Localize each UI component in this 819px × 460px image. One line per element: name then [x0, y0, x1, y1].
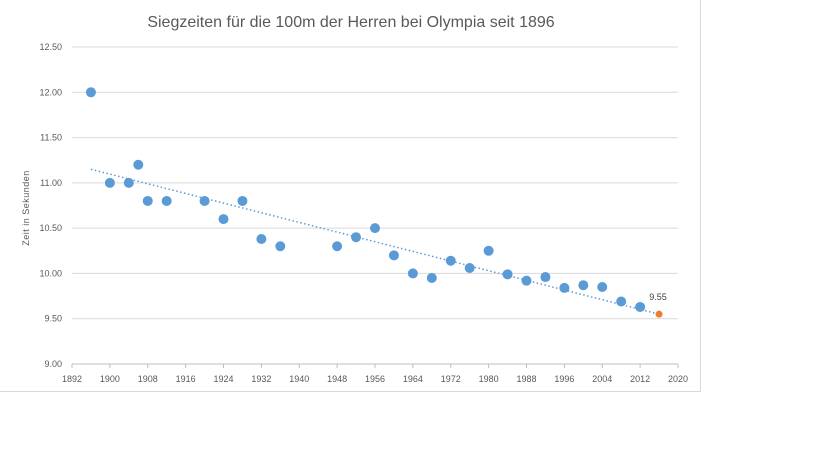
x-tick-label: 2020 — [668, 374, 688, 384]
x-tick-label: 1964 — [403, 374, 423, 384]
data-point — [332, 241, 343, 252]
data-point — [597, 282, 608, 293]
x-tick-label: 1892 — [62, 374, 82, 384]
x-tick-label: 2012 — [630, 374, 650, 384]
y-tick-label: 10.50 — [39, 223, 62, 233]
x-tick-label: 1948 — [327, 374, 347, 384]
chart-title: Siegzeiten für die 100m der Herren bei O… — [147, 14, 554, 31]
y-tick-label: 9.00 — [44, 359, 62, 369]
data-point — [161, 195, 172, 206]
x-tick-label: 1956 — [365, 374, 385, 384]
data-point — [85, 87, 96, 98]
data-points: 9.55 — [85, 87, 667, 318]
data-point — [635, 301, 646, 312]
x-tick-label: 2004 — [592, 374, 612, 384]
data-point — [237, 195, 248, 206]
data-point — [123, 177, 134, 188]
y-tick-label: 11.50 — [40, 133, 62, 143]
data-point — [445, 255, 456, 266]
trendline-layer — [90, 168, 660, 315]
data-point — [426, 272, 437, 283]
x-tick-label: 1988 — [516, 374, 536, 384]
y-tick-label: 10.00 — [39, 268, 62, 278]
x-tick-label: 1996 — [554, 374, 574, 384]
x-tick-label: 1940 — [289, 374, 309, 384]
data-point — [559, 282, 570, 293]
data-point — [218, 214, 229, 225]
data-point — [578, 280, 589, 291]
x-tick-label: 1972 — [441, 374, 461, 384]
scatter-chart: Siegzeiten für die 100m der Herren bei O… — [21, 14, 688, 384]
y-tick-label: 11.00 — [40, 178, 62, 188]
y-tick-label: 12.00 — [39, 87, 62, 97]
x-axis-ticks: 1892 1900 1908 1916 1924 1932 1940 1948 1956 1964… — [62, 364, 688, 384]
x-tick-label: 1932 — [251, 374, 271, 384]
y-tick-label: 9.50 — [44, 314, 62, 324]
data-point — [388, 250, 399, 261]
data-point — [199, 195, 210, 206]
data-point — [655, 310, 663, 318]
data-point — [540, 272, 551, 283]
data-point — [256, 234, 267, 245]
data-point — [275, 241, 286, 252]
data-point — [464, 262, 475, 273]
data-label: 9.55 — [649, 292, 667, 302]
data-point — [142, 195, 153, 206]
data-point — [502, 269, 513, 280]
data-point — [351, 232, 362, 243]
data-point — [407, 268, 418, 279]
trendline — [90, 168, 660, 315]
x-tick-label: 1916 — [176, 374, 196, 384]
x-tick-label: 1924 — [213, 374, 233, 384]
y-axis-ticks: 12.50 12.00 11.50 11.00 10.50 10.00 9.50 9.00 — [39, 42, 62, 369]
data-point — [616, 296, 627, 307]
data-point — [483, 245, 494, 256]
x-tick-label: 1980 — [479, 374, 499, 384]
data-point — [104, 177, 115, 188]
y-tick-label: 12.50 — [39, 42, 62, 52]
y-axis-label: Zeit in Sekunden — [21, 170, 31, 246]
gridlines — [72, 46, 678, 365]
x-tick-label: 1900 — [100, 374, 120, 384]
x-tick-label: 1908 — [138, 374, 158, 384]
data-point — [370, 223, 380, 234]
data-point — [521, 275, 532, 286]
data-point — [133, 159, 144, 170]
chart-area: Siegzeiten für die 100m der Herren bei O… — [0, 0, 701, 392]
